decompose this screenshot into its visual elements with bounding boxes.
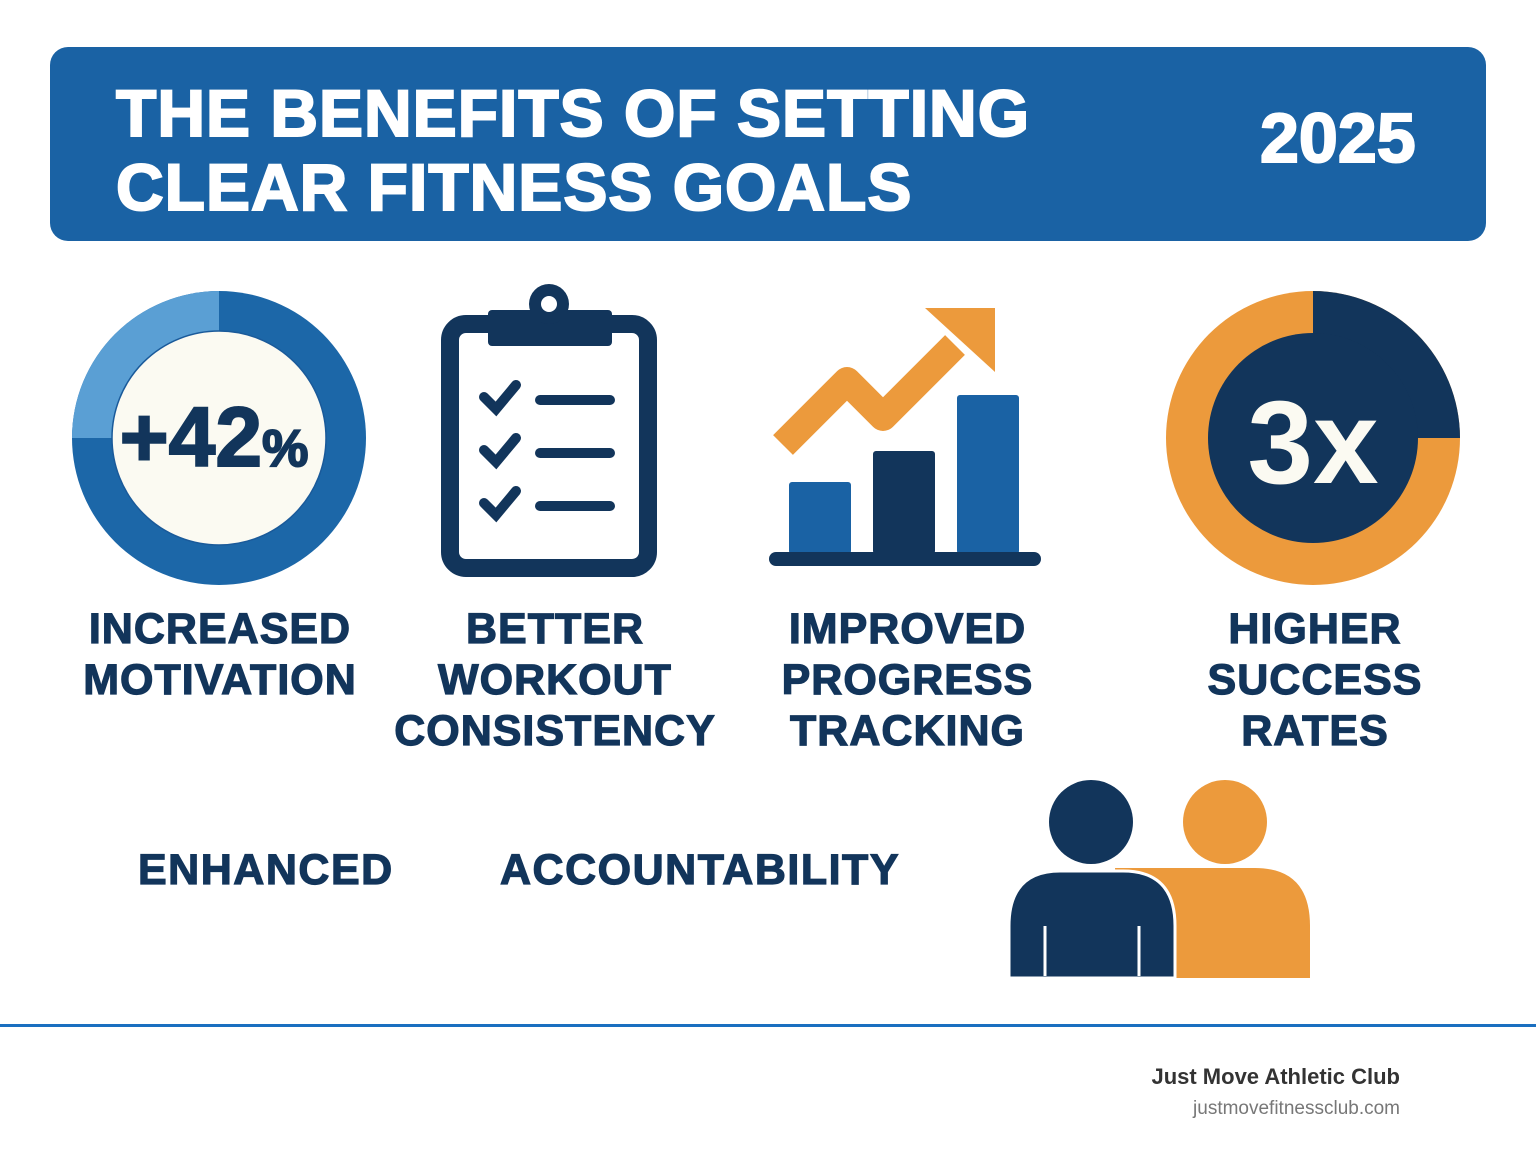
benefit-label-motivation: INCREASED MOTIVATION — [60, 604, 380, 706]
stat-text: 3x — [1247, 377, 1378, 509]
benefit-label-success: HIGHER SUCCESS RATES — [1155, 604, 1475, 757]
growth-chart-icon — [769, 308, 1041, 566]
label-line: TRACKING — [789, 706, 1025, 755]
label-line: PROGRESS — [781, 655, 1034, 704]
label-line: CONSISTENCY — [394, 706, 716, 755]
label-line: HIGHER — [1228, 604, 1402, 653]
club-name: Just Move Athletic Club — [1151, 1064, 1400, 1089]
benefit-label-consistency: BETTER WORKOUT CONSISTENCY — [380, 604, 730, 757]
label-line: BETTER — [465, 604, 644, 653]
donut-percent-icon: +42% — [72, 291, 366, 585]
label-line: WORKOUT — [437, 655, 672, 704]
label-line: SUCCESS — [1207, 655, 1423, 704]
club-url[interactable]: justmovefitnessclub.com — [1193, 1098, 1400, 1119]
label-line: IMPROVED — [788, 604, 1027, 653]
stat-text: +42% — [120, 390, 309, 484]
year-label: 2025 — [1259, 98, 1417, 178]
enhanced-word: ENHANCED — [137, 845, 394, 894]
title-line-2: CLEAR FITNESS GOALS — [115, 149, 913, 225]
title-banner — [50, 47, 1486, 241]
footer-divider — [0, 1024, 1536, 1027]
title-line-1: THE BENEFITS OF SETTING — [115, 75, 1031, 151]
label-line: INCREASED — [88, 604, 352, 653]
accountability-word: ACCOUNTABILITY — [499, 845, 901, 894]
page-title: THE BENEFITS OF SETTING CLEAR FITNESS GO… — [115, 75, 1031, 225]
label-line: MOTIVATION — [83, 655, 357, 704]
label-line: RATES — [1241, 706, 1389, 755]
benefit-label-tracking: IMPROVED PROGRESS TRACKING — [745, 604, 1070, 757]
donut-multiplier-icon: 3x — [1166, 291, 1460, 585]
two-people-icon — [1007, 780, 1310, 980]
clipboard-checklist-icon — [441, 284, 657, 577]
